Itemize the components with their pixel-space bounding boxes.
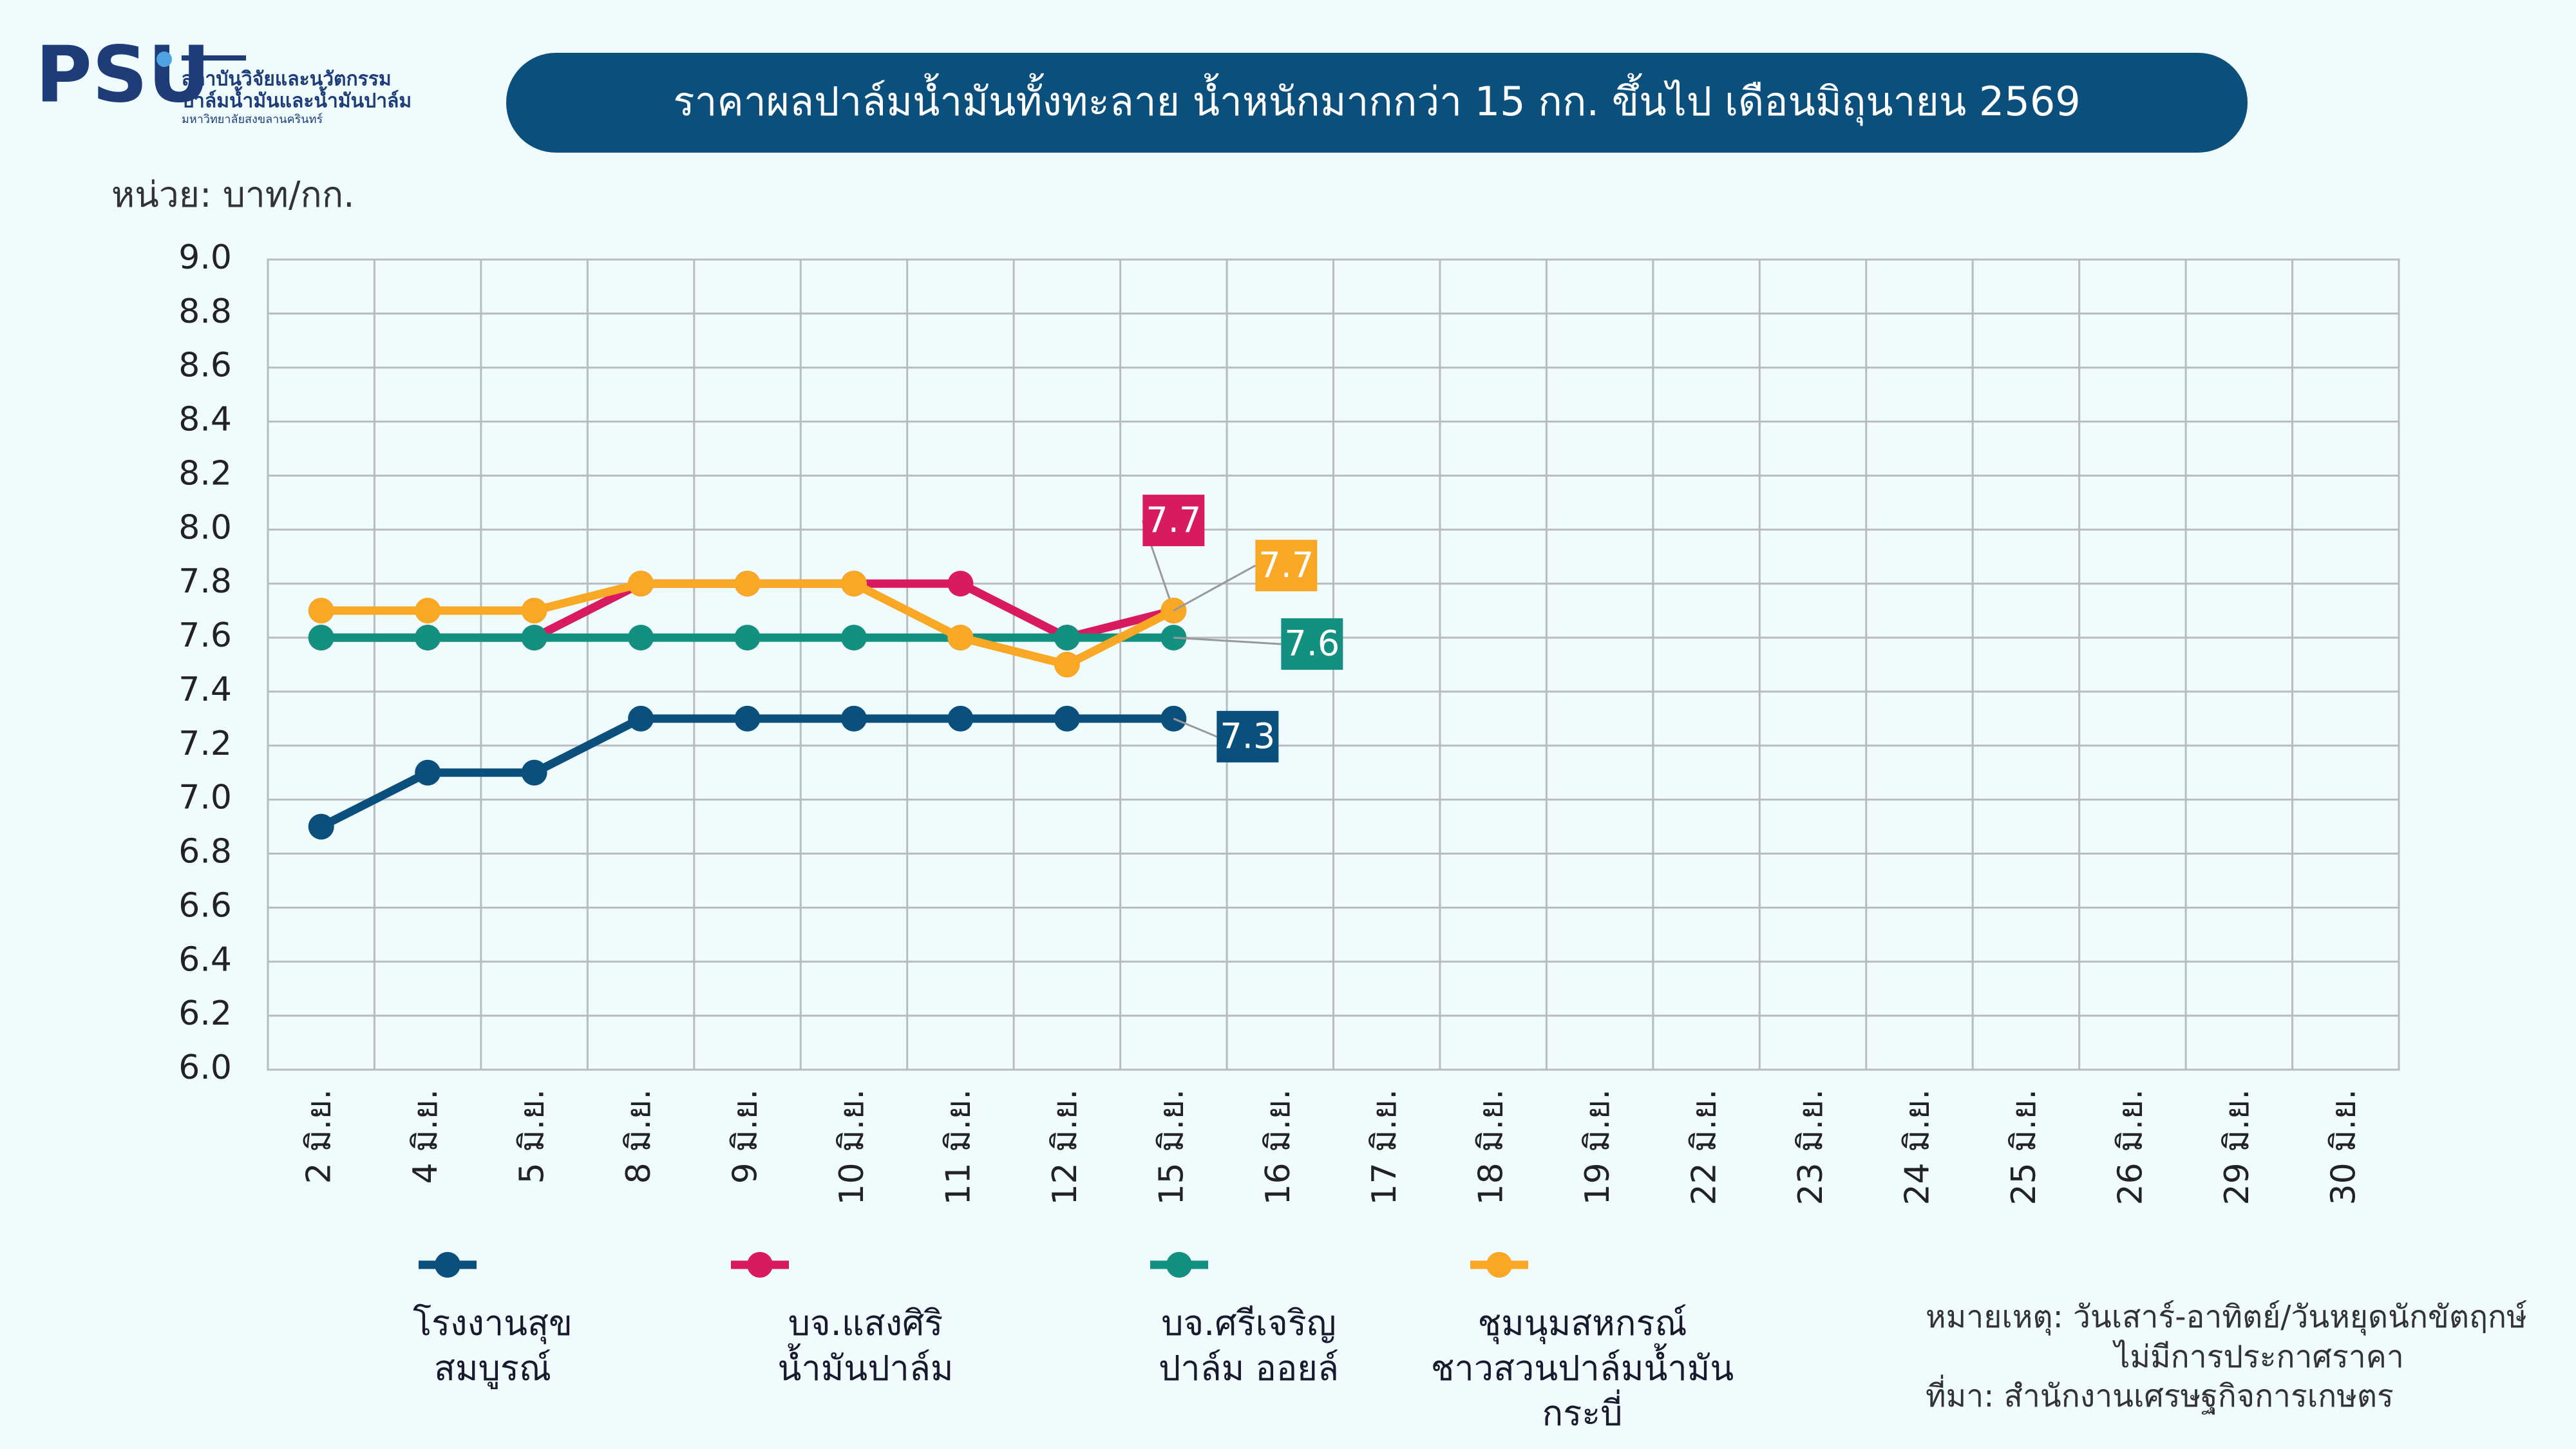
x-tick-label: 26 มิ.ย. [2111, 1089, 2150, 1206]
y-tick-label: 6.8 [178, 833, 232, 871]
data-label-box [1217, 710, 1279, 762]
y-tick-label: 8.4 [178, 401, 232, 439]
y-tick-label: 8.6 [178, 346, 232, 385]
data-label: 7.6 [1284, 623, 1340, 664]
y-tick-label: 7.0 [178, 779, 232, 817]
legend-marker [435, 1252, 460, 1278]
org-name: สถาบันวิจัยและนวัตกรรม [182, 68, 392, 91]
y-tick-label: 7.4 [178, 670, 232, 709]
x-tick-label: 25 มิ.ย. [2005, 1089, 2043, 1206]
data-point [1054, 625, 1080, 651]
x-tick-label: 30 มิ.ย. [2324, 1089, 2363, 1206]
x-tick-label: 18 มิ.ย. [1472, 1089, 1511, 1206]
data-label: 7.7 [1146, 500, 1201, 540]
logo-bar [182, 55, 246, 61]
y-tick-label: 6.6 [178, 886, 232, 925]
x-tick-label: 4 มิ.ย. [406, 1089, 445, 1184]
data-point [840, 571, 867, 597]
data-point [628, 705, 654, 732]
data-label-box [1142, 495, 1205, 547]
y-axis-label: หน่วย: บาท/กก. [111, 174, 355, 215]
x-tick-label: 11 มิ.ย. [939, 1089, 978, 1206]
y-tick-label: 6.4 [178, 940, 232, 979]
title-pill [506, 53, 2248, 153]
leader-line [1173, 636, 1282, 645]
data-point [840, 625, 867, 651]
data-point [947, 625, 974, 651]
data-label-box [1255, 540, 1318, 592]
org-name: ปาล์มน้ำมันและน้ำมันปาล์ม [182, 86, 412, 113]
x-tick-label: 10 มิ.ย. [833, 1089, 871, 1206]
note: หมายเหตุ: วันเสาร์-อาทิตย์/วันหยุดนักขัต… [1926, 1299, 2527, 1336]
x-tick-label: 9 มิ.ย. [726, 1089, 765, 1184]
data-point [1054, 652, 1080, 677]
data-label-box [1281, 618, 1343, 670]
y-tick-label: 7.6 [178, 616, 232, 655]
org-name: มหาวิทยาลัยสงขลานครินทร์ [182, 113, 323, 126]
leader-line [1173, 717, 1217, 738]
x-tick-label: 24 มิ.ย. [1898, 1089, 1937, 1206]
data-point [521, 759, 547, 786]
data-label: 7.3 [1220, 716, 1275, 757]
x-tick-label: 23 มิ.ย. [1792, 1089, 1830, 1206]
x-tick-label: 19 มิ.ย. [1578, 1089, 1617, 1206]
legend-label: ชุมนุมสหกรณ์ ชาวสวนปาล์มน้ำมัน กระบี่ [1430, 1303, 1734, 1434]
x-tick-label: 5 มิ.ย. [513, 1089, 552, 1184]
legend-marker [747, 1252, 773, 1278]
y-tick-label: 6.2 [178, 994, 232, 1033]
data-point [521, 625, 547, 651]
legend-marker [1486, 1252, 1512, 1278]
y-tick-label: 8.8 [178, 292, 232, 331]
note: ที่มา: สำนักงานเศรษฐกิจการเกษตร [1926, 1374, 2394, 1414]
data-point [628, 571, 654, 597]
data-point [308, 625, 334, 651]
y-tick-label: 6.0 [178, 1048, 232, 1087]
data-point [734, 625, 761, 651]
data-point [734, 705, 761, 732]
logo-dot [156, 52, 172, 67]
legend-label: บจ.ศรีเจริญ ปาล์ม ออยล์ [1158, 1303, 1340, 1388]
data-point [947, 705, 974, 732]
chart-title: ราคาผลปาล์มน้ำมันทั้งทะลาย น้ำหนักมากกว่… [673, 73, 2080, 126]
data-point [840, 705, 867, 732]
y-tick-label: 8.0 [178, 508, 232, 547]
data-point [1054, 705, 1080, 732]
data-label: 7.7 [1258, 545, 1314, 585]
legend-label: โรงงานสุข สมบูรณ์ [413, 1303, 573, 1388]
y-tick-label: 7.2 [178, 724, 232, 763]
data-point [415, 759, 441, 786]
note: ไม่มีการประกาศราคา [2112, 1339, 2404, 1375]
y-tick-label: 8.2 [178, 454, 232, 493]
x-tick-label: 8 มิ.ย. [620, 1089, 658, 1184]
y-tick-label: 7.8 [178, 562, 232, 601]
x-tick-label: 16 มิ.ย. [1259, 1089, 1298, 1206]
x-tick-label: 22 มิ.ย. [1685, 1089, 1724, 1206]
x-tick-label: 29 มิ.ย. [2218, 1089, 2257, 1206]
x-tick-label: 15 มิ.ย. [1152, 1089, 1191, 1206]
x-tick-label: 12 มิ.ย. [1046, 1089, 1084, 1206]
legend-marker [1166, 1252, 1192, 1278]
data-point [628, 625, 654, 651]
leader-line [1173, 564, 1256, 612]
data-point [734, 571, 761, 597]
data-point [415, 598, 441, 624]
x-tick-label: 17 มิ.ย. [1365, 1089, 1404, 1206]
data-point [521, 598, 547, 624]
y-tick-label: 9.0 [178, 238, 232, 277]
data-point [415, 625, 441, 651]
x-tick-label: 2 มิ.ย. [300, 1089, 339, 1184]
logo: PSU [35, 31, 211, 120]
data-point [308, 813, 334, 840]
data-point [308, 598, 334, 624]
legend-label: บจ.แสงศิริ น้ำมันปาล์ม [777, 1303, 954, 1388]
data-point [947, 571, 974, 597]
